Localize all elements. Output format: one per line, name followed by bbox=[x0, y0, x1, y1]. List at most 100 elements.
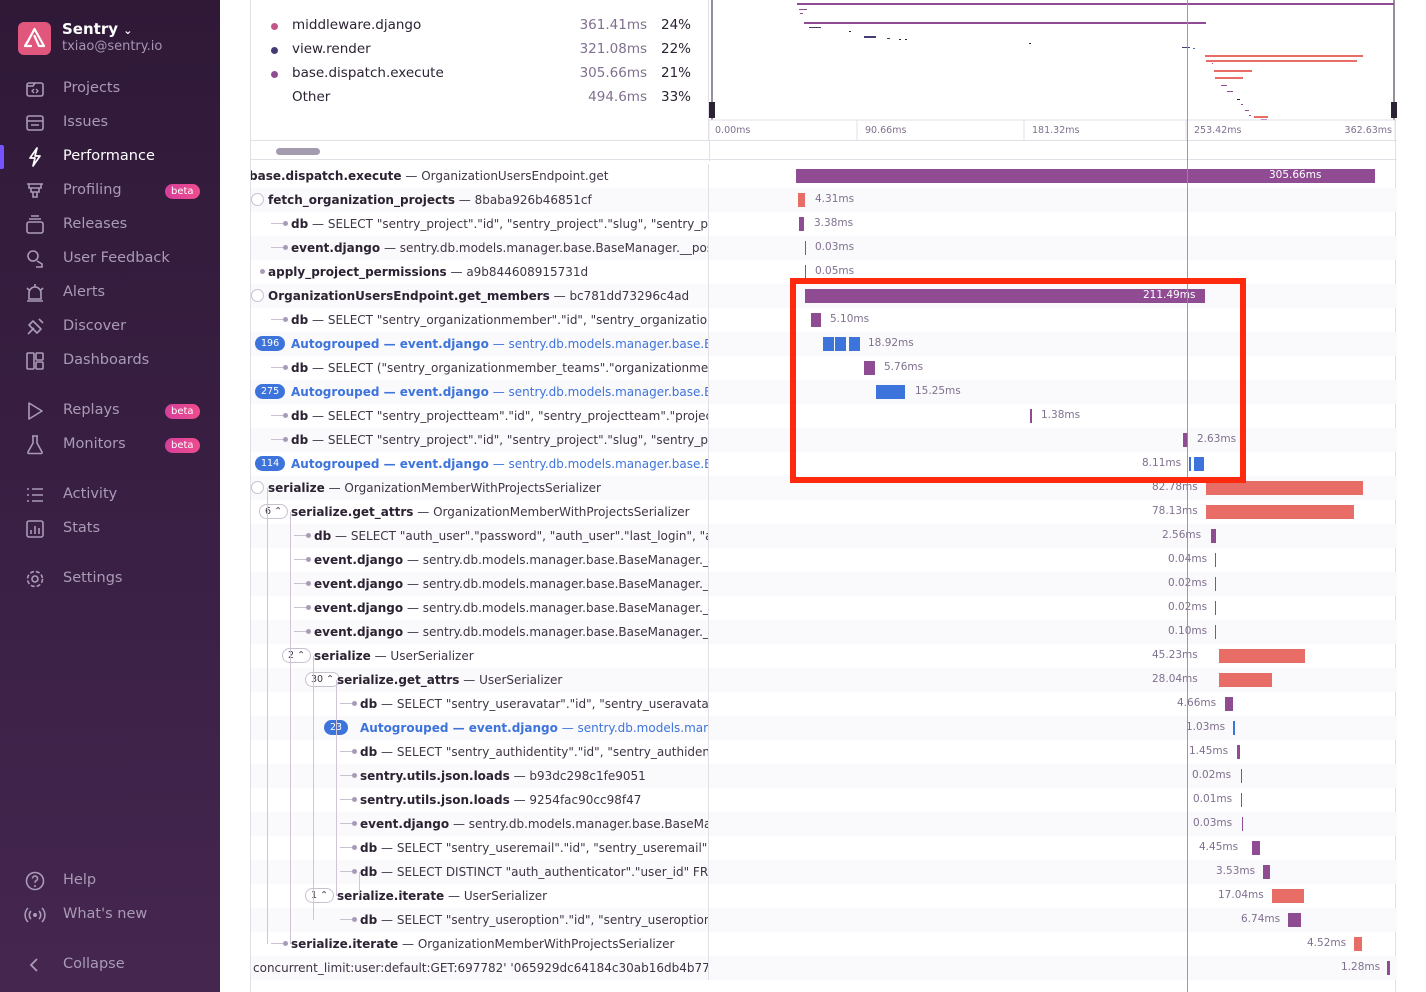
span-row[interactable]: db — SELECT "auth_user"."password", "aut… bbox=[251, 524, 1397, 548]
span-bar[interactable] bbox=[1215, 577, 1216, 591]
span-bar-cell[interactable]: 4.31ms bbox=[709, 188, 1397, 212]
span-tree-cell[interactable]: db — SELECT "sentry_projectteam"."id", "… bbox=[251, 404, 709, 428]
span-label[interactable]: event.django — sentry.db.models.manager.… bbox=[314, 625, 708, 639]
span-label[interactable]: event.django — sentry.db.models.manager.… bbox=[360, 817, 708, 831]
span-bar[interactable] bbox=[849, 337, 860, 351]
scrollbar-thumb[interactable] bbox=[276, 148, 320, 155]
span-tree-cell[interactable]: apply_project_permissions — a9b844608915… bbox=[251, 260, 709, 284]
span-label[interactable]: db — SELECT ("sentry_organizationmember_… bbox=[291, 361, 708, 375]
span-bar-cell[interactable]: 0.02ms bbox=[709, 596, 1397, 620]
sidebar-item-performance[interactable]: Performance bbox=[0, 142, 220, 172]
span-row[interactable]: apply_project_permissions — a9b844608915… bbox=[251, 260, 1397, 284]
span-label[interactable]: db — SELECT "sentry_organizationmember".… bbox=[291, 313, 708, 327]
span-bar-cell[interactable]: 78.13ms bbox=[709, 500, 1397, 524]
span-label[interactable]: serialize — UserSerializer bbox=[314, 649, 474, 663]
minimap-chart[interactable]: 0.00ms 90.66ms 181.32ms 253.42ms 362.63ms bbox=[708, 0, 1397, 140]
span-row[interactable]: db — SELECT "sentry_useremail"."id", "se… bbox=[251, 836, 1397, 860]
span-bar-cell[interactable]: 4.66ms bbox=[709, 692, 1397, 716]
span-tree-cell[interactable]: event.django — sentry.db.models.manager.… bbox=[251, 596, 709, 620]
span-bar[interactable] bbox=[1242, 817, 1243, 831]
span-bar-cell[interactable]: 3.53ms bbox=[709, 860, 1397, 884]
span-row[interactable]: 30 ⌃ serialize.get_attrs — UserSerializer… bbox=[251, 668, 1397, 692]
span-bar[interactable] bbox=[1030, 409, 1032, 423]
span-bar-cell[interactable]: 0.02ms bbox=[709, 764, 1397, 788]
sidebar-item-replays[interactable]: Replays beta bbox=[0, 396, 220, 426]
span-tree-cell[interactable]: 2 ⌃ serialize — UserSerializer bbox=[251, 644, 709, 668]
span-bar[interactable] bbox=[1219, 649, 1305, 663]
span-bar-cell[interactable]: 1.45ms bbox=[709, 740, 1397, 764]
span-row[interactable]: event.django — sentry.db.models.manager.… bbox=[251, 596, 1397, 620]
span-bar-cell[interactable]: 5.76ms bbox=[709, 356, 1397, 380]
span-label[interactable]: db — SELECT "sentry_useroption"."id", "s… bbox=[360, 913, 708, 927]
trace-minimap[interactable]: 0.00ms 90.66ms 181.32ms 253.42ms 362.63ms bbox=[708, 0, 1397, 140]
span-bar[interactable] bbox=[1263, 865, 1270, 879]
span-tree-cell[interactable]: 1 ⌃ serialize.iterate — UserSerializer bbox=[251, 884, 709, 908]
span-tree-cell[interactable]: event.django — sentry.db.models.manager.… bbox=[251, 548, 709, 572]
span-tree-cell[interactable]: event.django — sentry.db.models.manager.… bbox=[251, 236, 709, 260]
sidebar-item-stats[interactable]: Stats bbox=[0, 514, 220, 544]
span-row[interactable]: fetch_organization_projects — 8baba926b4… bbox=[251, 188, 1397, 212]
span-label[interactable]: event.django — sentry.db.models.manager.… bbox=[291, 241, 708, 255]
sidebar-item-what-s-new[interactable]: What's new bbox=[0, 900, 220, 930]
span-tree-cell[interactable]: 114 Autogrouped — event.django — sentry.d… bbox=[251, 452, 709, 476]
ops-breakdown-row[interactable]: view.render 321.08ms 22% bbox=[271, 40, 691, 60]
sidebar-item-monitors[interactable]: Monitors beta bbox=[0, 430, 220, 460]
sidebar-item-projects[interactable]: Projects bbox=[0, 74, 220, 104]
children-count-toggle[interactable]: 275 bbox=[255, 384, 286, 399]
span-row[interactable]: OrganizationUsersEndpoint.get_members — … bbox=[251, 284, 1397, 308]
span-label[interactable]: event.django — sentry.db.models.manager.… bbox=[314, 577, 708, 591]
span-row[interactable]: 2 ⌃ serialize — UserSerializer 45.23ms bbox=[251, 644, 1397, 668]
autogrouped-span-row[interactable]: 196 Autogrouped — event.django — sentry.d… bbox=[251, 332, 1397, 356]
span-bar[interactable] bbox=[864, 361, 875, 375]
span-tree-cell[interactable]: db — SELECT "sentry_project"."id", "sent… bbox=[251, 428, 709, 452]
span-tree-cell[interactable]: fetch_organization_projects — 8baba926b4… bbox=[251, 188, 709, 212]
children-count-toggle[interactable]: 1 ⌃ bbox=[305, 888, 335, 903]
span-tree-cell[interactable]: serialize — OrganizationMemberWithProjec… bbox=[251, 476, 709, 500]
span-bar-cell[interactable]: 0.10ms bbox=[709, 620, 1397, 644]
span-label[interactable]: serialize.get_attrs — UserSerializer bbox=[337, 673, 562, 687]
children-count-toggle[interactable]: 2 ⌃ bbox=[282, 648, 312, 663]
span-bar-cell[interactable]: 0.01ms bbox=[709, 788, 1397, 812]
span-label[interactable]: apply_project_permissions — a9b844608915… bbox=[268, 265, 588, 279]
sidebar-item-activity[interactable]: Activity bbox=[0, 480, 220, 510]
autogrouped-span-row[interactable]: 23Autogrouped — event.django — sentry.db… bbox=[251, 716, 1397, 740]
span-label[interactable]: serialize.iterate — OrganizationMemberWi… bbox=[291, 937, 674, 951]
span-row[interactable]: db — SELECT ("sentry_organizationmember_… bbox=[251, 356, 1397, 380]
span-bar-cell[interactable]: 28.04ms bbox=[709, 668, 1397, 692]
span-row[interactable]: sentry.utils.json.loads — b93dc298c1fe90… bbox=[251, 764, 1397, 788]
span-label[interactable]: event.django — sentry.db.models.manager.… bbox=[314, 601, 708, 615]
span-bar[interactable] bbox=[1206, 481, 1363, 495]
span-bar-cell[interactable]: 0.03ms bbox=[709, 236, 1397, 260]
span-bar[interactable] bbox=[1194, 457, 1204, 471]
span-bar-cell[interactable]: 15.25ms bbox=[709, 380, 1397, 404]
span-bar[interactable] bbox=[1241, 769, 1242, 783]
span-label[interactable]: serialize — OrganizationMemberWithProjec… bbox=[268, 481, 601, 495]
span-bar-cell[interactable]: 5.10ms bbox=[709, 308, 1397, 332]
span-tree-cell[interactable]: event.django — sentry.db.models.manager.… bbox=[251, 812, 709, 836]
span-row[interactable]: event.django — sentry.db.models.manager.… bbox=[251, 548, 1397, 572]
span-label[interactable]: fetch_organization_projects — 8baba926b4… bbox=[268, 193, 592, 207]
span-tree-cell[interactable]: 275 Autogrouped — event.django — sentry.d… bbox=[251, 380, 709, 404]
span-tree-cell[interactable]: db — SELECT "sentry_useroption"."id", "s… bbox=[251, 908, 709, 932]
span-bar[interactable] bbox=[799, 217, 804, 231]
children-count-toggle[interactable]: 6 ⌃ bbox=[259, 504, 289, 519]
span-label[interactable]: serialize.iterate — UserSerializer bbox=[337, 889, 547, 903]
span-label[interactable]: base.dispatch.execute — OrganizationUser… bbox=[251, 169, 608, 183]
autogrouped-span-row[interactable]: 114 Autogrouped — event.django — sentry.d… bbox=[251, 452, 1397, 476]
span-row[interactable]: db — SELECT "sentry_useroption"."id", "s… bbox=[251, 908, 1397, 932]
span-bar[interactable] bbox=[823, 337, 834, 351]
span-bar[interactable] bbox=[1219, 673, 1272, 687]
span-tree-cell[interactable]: db — SELECT "sentry_authidentity"."id", … bbox=[251, 740, 709, 764]
children-count-toggle[interactable]: 196 bbox=[255, 336, 286, 351]
expand-toggle-icon[interactable] bbox=[251, 481, 264, 494]
span-row[interactable]: db — SELECT "sentry_project"."id", "sent… bbox=[251, 428, 1397, 452]
span-bar[interactable] bbox=[1252, 841, 1260, 855]
span-row[interactable]: db — SELECT "sentry_projectteam"."id", "… bbox=[251, 404, 1397, 428]
span-bar-cell[interactable]: 6.74ms bbox=[709, 908, 1397, 932]
span-row[interactable]: event.django — sentry.db.models.manager.… bbox=[251, 812, 1397, 836]
span-bar[interactable] bbox=[1211, 529, 1216, 543]
span-label[interactable]: OrganizationUsersEndpoint.get_members — … bbox=[268, 289, 689, 303]
ops-breakdown-row[interactable]: middleware.django 361.41ms 24% bbox=[271, 16, 691, 36]
span-label[interactable]: Autogrouped — event.django — sentry.db.m… bbox=[291, 385, 708, 399]
span-row[interactable]: concurrent_limit:user:default:GET:697782… bbox=[251, 956, 1397, 980]
